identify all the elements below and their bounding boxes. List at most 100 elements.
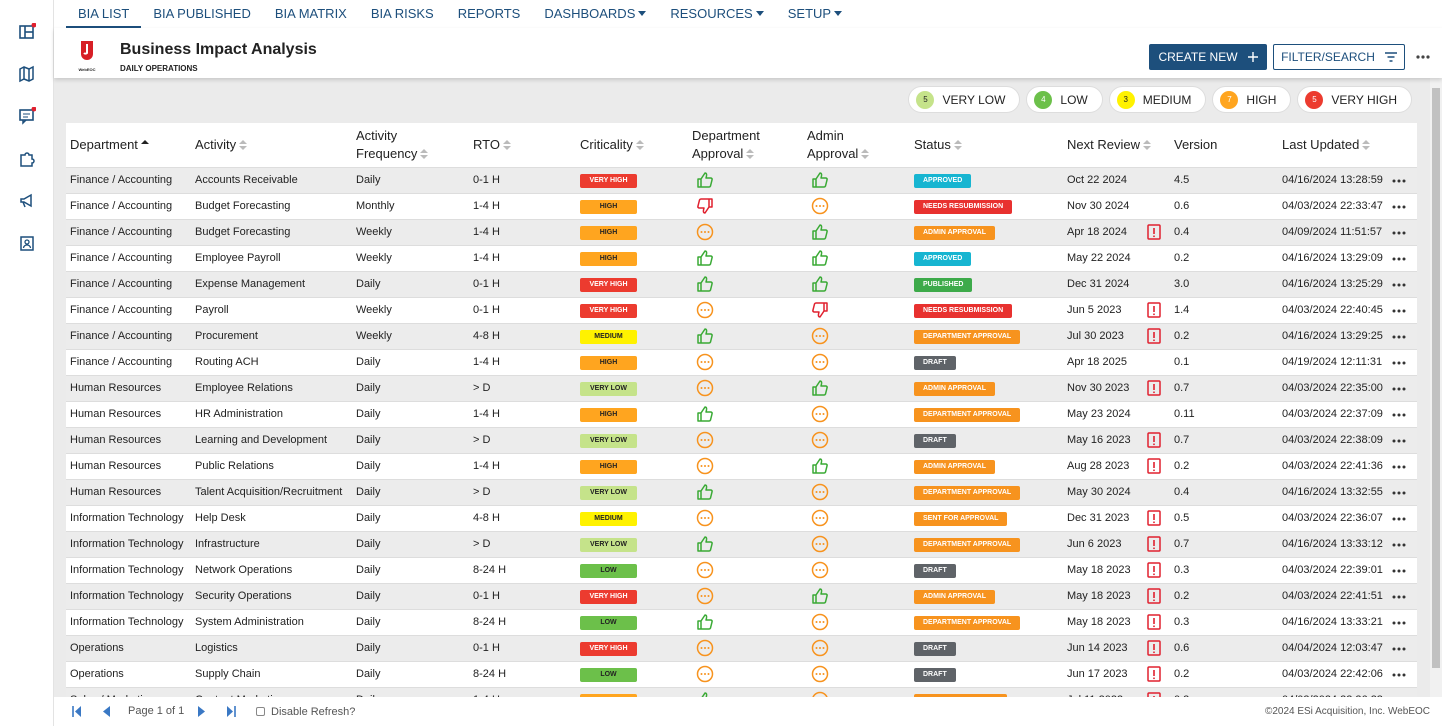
dot (1392, 595, 1396, 599)
cell: 04/16/2024 13:33:12 (1278, 530, 1388, 557)
legend-chip[interactable]: 3 MEDIUM (1108, 86, 1207, 113)
row-menu[interactable] (1388, 348, 1417, 375)
row-menu[interactable] (1388, 556, 1417, 583)
dot (700, 517, 703, 519)
filter-button[interactable]: FILTER/SEARCH (1273, 44, 1405, 70)
cell: 04/19/2024 12:11:31 (1278, 348, 1388, 375)
next-page[interactable] (197, 706, 207, 717)
column-header[interactable]: Department Approval (688, 123, 803, 167)
table-row[interactable]: Information Technology Infrastructure Dail… (66, 530, 1417, 557)
legend-chip[interactable]: 4 LOW (1026, 86, 1103, 113)
row-menu[interactable] (1388, 192, 1417, 219)
table-row[interactable]: Information Technology Network Operations… (66, 556, 1417, 583)
legend-chip[interactable]: 7 HIGH (1212, 86, 1292, 113)
table-row[interactable]: Operations Supply Chain Daily 8-24 H LOW DRAF… (66, 660, 1417, 687)
nav-item[interactable]: BIA PUBLISHED (141, 0, 263, 28)
flag-dot (1153, 521, 1155, 524)
dashboard-icon[interactable] (18, 23, 36, 41)
criticality-badge: VERY HIGH (580, 277, 637, 292)
row-menu[interactable] (1388, 634, 1417, 661)
map-icon[interactable] (18, 65, 36, 83)
row-menu[interactable] (1388, 296, 1417, 323)
row-menu[interactable] (1388, 374, 1417, 401)
row-menu[interactable] (1388, 244, 1417, 271)
status-badge: DEPARTMENT APPROVAL (914, 537, 1021, 552)
nav-item[interactable]: BIA LIST (66, 0, 142, 28)
table-row[interactable]: Information Technology Security Operation… (66, 582, 1417, 609)
column-header[interactable]: Admin Approval (803, 123, 910, 167)
last-page[interactable] (226, 706, 236, 717)
legend-chip[interactable]: 5 VERY LOW (908, 86, 1021, 113)
nav-item[interactable]: REPORTS (446, 0, 533, 28)
status-badge: DRAFT (914, 667, 956, 682)
column-header[interactable]: Status (910, 123, 1063, 167)
table-row[interactable]: Information Technology Help Desk Daily 4-8 … (66, 504, 1417, 531)
first-page[interactable] (72, 706, 82, 717)
row-menu[interactable] (1388, 426, 1417, 453)
table-row[interactable]: Information Technology System Administrat… (66, 608, 1417, 635)
column-header[interactable]: RTO (469, 123, 576, 167)
table-row[interactable]: Human Resources Talent Acquisition/Recrui… (66, 478, 1417, 505)
row-menu[interactable] (1388, 504, 1417, 531)
row-menu[interactable] (1388, 218, 1417, 245)
table-row[interactable]: Human Resources Employee Relations Daily > … (66, 374, 1417, 401)
row-menu[interactable] (1388, 270, 1417, 297)
table-row[interactable]: Operations Logistics Daily 0-1 H VERY HIGH DR… (66, 634, 1417, 661)
more-menu[interactable] (1416, 55, 1430, 59)
table-row[interactable]: Human Resources Learning and Development D… (66, 426, 1417, 453)
announce-icon[interactable] (18, 192, 36, 210)
table-row[interactable]: Finance / Accounting Budget Forecasting We… (66, 218, 1417, 245)
row-menu[interactable] (1388, 400, 1417, 427)
row-menu[interactable] (1388, 660, 1417, 687)
nav-label: DASHBOARDS (544, 6, 636, 21)
table-row[interactable]: Human Resources Public Relations Daily 1-4 … (66, 452, 1417, 479)
row-menu[interactable] (1388, 582, 1417, 609)
legend-chip[interactable]: 5 VERY HIGH (1297, 86, 1412, 113)
table-row[interactable]: Human Resources HR Administration Daily 1-4… (66, 400, 1417, 427)
flag-dot (1153, 677, 1155, 680)
table-row[interactable]: Sales / MarketingContent MarketingDaily1… (66, 686, 1417, 697)
plugins-icon[interactable] (18, 150, 36, 168)
row-menu[interactable] (1388, 686, 1417, 697)
table-row[interactable]: Finance / Accounting Employee Payroll Week… (66, 244, 1417, 271)
column-header[interactable]: Last Updated (1278, 123, 1388, 167)
table-row[interactable]: Finance / Accounting Expense Management Da… (66, 270, 1417, 297)
column-header[interactable]: Department (66, 123, 191, 167)
nav-item[interactable]: BIA MATRIX (263, 0, 359, 28)
row-menu[interactable] (1388, 608, 1417, 635)
column-header[interactable]: Activity Frequency (352, 123, 469, 167)
dot (1397, 335, 1401, 339)
scroll-thumb[interactable] (1432, 88, 1440, 668)
nav-item[interactable]: DASHBOARDS (532, 0, 658, 28)
row-menu[interactable] (1388, 452, 1417, 479)
column-header[interactable]: Activity (191, 123, 352, 167)
row-menu[interactable] (1388, 530, 1417, 557)
column-header[interactable]: Version (1170, 123, 1278, 167)
table-row[interactable]: Finance / Accounting Routing ACH Daily 1-4 … (66, 348, 1417, 375)
prev-page[interactable] (101, 706, 111, 717)
create-button[interactable]: CREATE NEW (1149, 44, 1267, 70)
cell: System Administration (191, 608, 352, 635)
row-menu[interactable] (1388, 322, 1417, 349)
column-header[interactable]: Next Review (1063, 123, 1170, 167)
cell: 04/04/2024 12:03:47 (1278, 634, 1388, 661)
messages-icon[interactable] (18, 107, 36, 125)
status-badge: ADMIN APPROVAL (914, 225, 995, 240)
column-header[interactable]: Criticality (576, 123, 688, 167)
table-row[interactable]: Finance / Accounting Accounts Receivable D… (66, 166, 1417, 193)
scrollbar[interactable] (1430, 78, 1442, 697)
table-row[interactable]: Finance / Accounting Procurement Weekly 4-8… (66, 322, 1417, 349)
table-row[interactable]: Finance / Accounting Payroll Weekly 0-1 H VE… (66, 296, 1417, 323)
contacts-icon[interactable] (18, 234, 36, 252)
table-row[interactable]: Finance / Accounting Budget Forecasting Mo… (66, 192, 1417, 219)
status-badge: APPROVED (914, 251, 972, 266)
row-menu[interactable] (1388, 166, 1417, 193)
row-menu[interactable] (1388, 478, 1417, 505)
nav-item[interactable]: SETUP (776, 0, 854, 28)
thumb (697, 276, 713, 292)
pager-text: Page 1 of 1 (128, 705, 185, 717)
nav-item[interactable]: BIA RISKS (359, 0, 446, 28)
nav-item[interactable]: RESOURCES (658, 0, 775, 28)
refresh-checkbox[interactable] (256, 707, 265, 716)
ring (696, 353, 714, 371)
